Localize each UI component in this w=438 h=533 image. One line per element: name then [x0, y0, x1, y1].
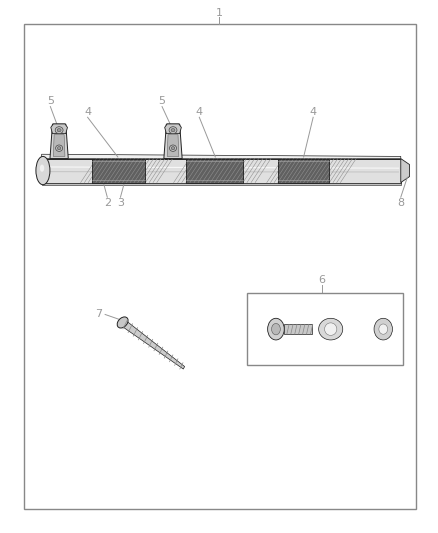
- Polygon shape: [92, 159, 145, 182]
- Ellipse shape: [57, 147, 61, 150]
- Polygon shape: [50, 124, 68, 159]
- Bar: [284, 324, 312, 334]
- Ellipse shape: [325, 323, 337, 335]
- Ellipse shape: [169, 127, 177, 134]
- Text: 1: 1: [215, 9, 223, 18]
- Polygon shape: [164, 124, 182, 159]
- Ellipse shape: [272, 324, 280, 335]
- Polygon shape: [42, 159, 401, 182]
- Ellipse shape: [318, 318, 343, 340]
- Ellipse shape: [57, 128, 61, 132]
- Polygon shape: [186, 159, 243, 182]
- Polygon shape: [121, 319, 184, 369]
- Polygon shape: [53, 135, 65, 157]
- Polygon shape: [51, 124, 67, 134]
- Bar: [24, 24, 416, 509]
- Text: 4: 4: [196, 107, 203, 117]
- Text: 4: 4: [84, 107, 91, 117]
- Polygon shape: [42, 182, 401, 185]
- Ellipse shape: [171, 147, 175, 150]
- Text: 7: 7: [95, 310, 102, 319]
- Ellipse shape: [55, 127, 63, 134]
- Text: 5: 5: [159, 96, 166, 106]
- Text: 6: 6: [318, 275, 325, 285]
- Ellipse shape: [268, 318, 284, 340]
- Ellipse shape: [374, 318, 392, 340]
- Text: 3: 3: [117, 198, 124, 207]
- Text: 4: 4: [310, 107, 317, 117]
- Polygon shape: [278, 159, 329, 182]
- Text: 2: 2: [104, 198, 111, 207]
- Ellipse shape: [117, 317, 128, 328]
- Ellipse shape: [170, 145, 177, 151]
- Text: 5: 5: [47, 96, 54, 106]
- Ellipse shape: [56, 145, 63, 151]
- Polygon shape: [165, 124, 181, 134]
- Bar: [247, 293, 403, 365]
- Ellipse shape: [379, 324, 388, 334]
- Ellipse shape: [171, 128, 175, 132]
- Ellipse shape: [36, 156, 50, 185]
- Ellipse shape: [40, 165, 44, 172]
- Polygon shape: [401, 159, 410, 182]
- Polygon shape: [167, 135, 179, 157]
- Text: 8: 8: [397, 198, 404, 207]
- Polygon shape: [42, 154, 401, 159]
